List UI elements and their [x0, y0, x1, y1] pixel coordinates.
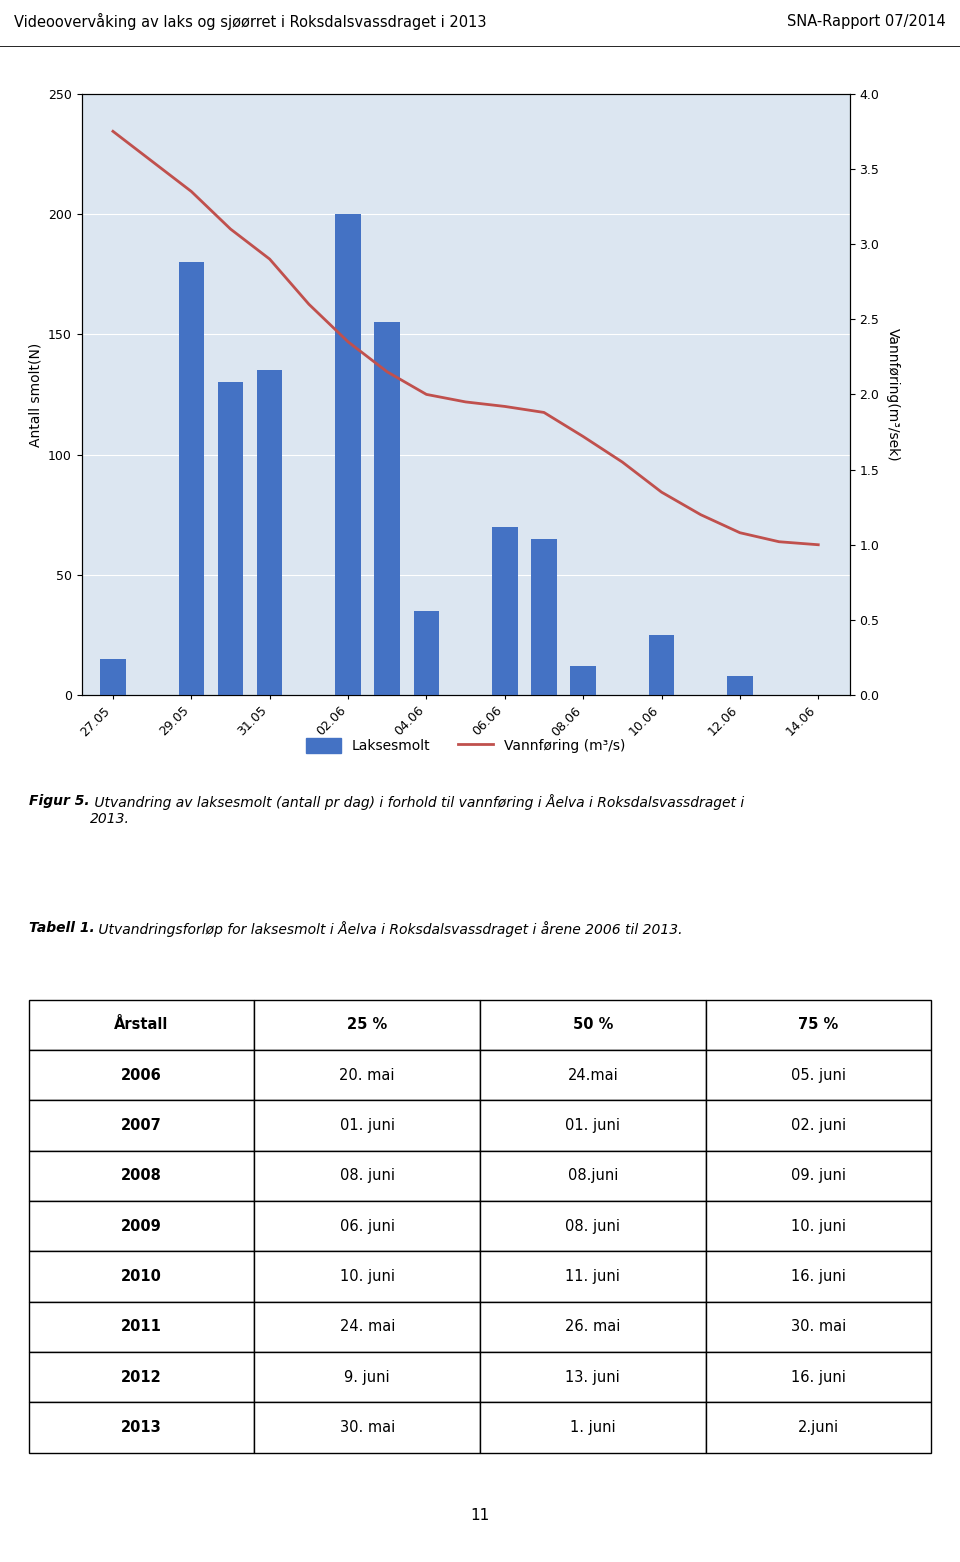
Text: SNA-Rapport 07/2014: SNA-Rapport 07/2014	[787, 14, 946, 28]
Bar	[414, 611, 439, 695]
Bar	[649, 634, 674, 695]
Bar	[492, 526, 517, 695]
Text: Tabell 1.: Tabell 1.	[29, 922, 94, 934]
Bar	[531, 539, 557, 695]
Legend: Laksesmolt, Vannføring (m³/s): Laksesmolt, Vannføring (m³/s)	[300, 733, 631, 759]
Text: Videoovervåking av laks og sjøørret i Roksdalsvassdraget i 2013: Videoovervåking av laks og sjøørret i Ro…	[14, 12, 487, 30]
Bar	[257, 370, 282, 695]
Text: 11: 11	[470, 1507, 490, 1523]
Bar	[335, 214, 361, 695]
Text: Figur 5.: Figur 5.	[29, 795, 89, 808]
Y-axis label: Antall smolt(N): Antall smolt(N)	[29, 342, 42, 447]
Y-axis label: Vannføring(m³/sek): Vannføring(m³/sek)	[886, 328, 900, 461]
Bar	[570, 667, 596, 695]
Bar	[374, 322, 400, 695]
Bar	[727, 676, 753, 695]
Text: Utvandring av laksesmolt (antall pr dag) i forhold til vannføring i Åelva i Roks: Utvandring av laksesmolt (antall pr dag)…	[90, 795, 744, 826]
Bar	[218, 383, 243, 695]
Bar	[179, 262, 204, 695]
Text: Utvandringsforløp for laksesmolt i Åelva i Roksdalsvassdraget i årene 2006 til 2: Utvandringsforløp for laksesmolt i Åelva…	[94, 922, 683, 937]
Bar	[100, 659, 126, 695]
